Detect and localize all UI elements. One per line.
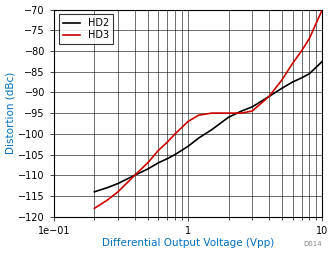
Line: HD3: HD3 <box>95 10 322 208</box>
HD3 <box>280 78 284 82</box>
Line: HD2: HD2 <box>95 61 322 192</box>
Legend: HD2, HD3: HD2, HD3 <box>59 14 113 44</box>
HD3 <box>307 37 311 40</box>
HD2 <box>239 109 243 113</box>
HD3 <box>226 112 230 115</box>
HD3 <box>300 50 304 53</box>
HD2 <box>133 174 137 177</box>
HD3 <box>146 161 150 164</box>
HD2 <box>267 95 271 98</box>
HD3 <box>133 174 137 177</box>
HD2 <box>226 116 230 119</box>
HD2 <box>146 167 150 170</box>
HD3 <box>291 62 295 65</box>
HD2 <box>307 72 311 75</box>
HD3 <box>165 140 169 144</box>
HD2 <box>197 136 201 139</box>
HD2 <box>280 87 284 90</box>
HD2 <box>250 105 254 108</box>
Text: D014: D014 <box>304 242 322 247</box>
HD2 <box>186 145 190 148</box>
HD2 <box>210 128 214 131</box>
HD2 <box>173 153 177 156</box>
HD3 <box>250 109 254 113</box>
HD2 <box>291 81 295 84</box>
HD2 <box>300 76 304 80</box>
HD3 <box>156 149 160 152</box>
HD3 <box>93 207 97 210</box>
HD3 <box>186 120 190 123</box>
HD2 <box>105 186 109 189</box>
HD2 <box>156 161 160 164</box>
HD3 <box>239 112 243 115</box>
HD2 <box>93 190 97 193</box>
HD3 <box>197 114 201 117</box>
HD3 <box>173 132 177 135</box>
HD3 <box>267 95 271 98</box>
HD2 <box>165 157 169 160</box>
Y-axis label: Distortion (dBc): Distortion (dBc) <box>6 72 16 154</box>
HD3 <box>105 199 109 202</box>
X-axis label: Differential Output Voltage (Vpp): Differential Output Voltage (Vpp) <box>102 239 274 248</box>
HD3 <box>210 112 214 115</box>
HD3 <box>116 190 120 193</box>
HD2 <box>320 60 324 63</box>
HD3 <box>320 8 324 11</box>
HD2 <box>116 182 120 185</box>
